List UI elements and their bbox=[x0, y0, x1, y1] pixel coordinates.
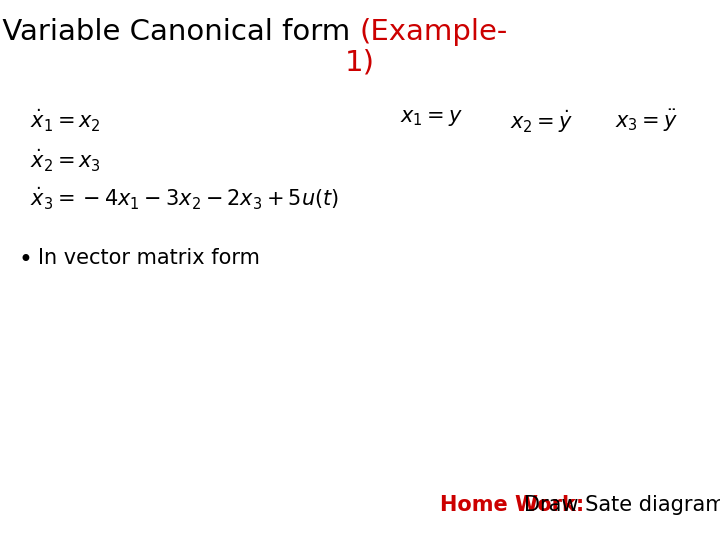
Text: $\dot{x}_2 = x_3$: $\dot{x}_2 = x_3$ bbox=[30, 148, 101, 174]
Text: In vector matrix form: In vector matrix form bbox=[38, 248, 260, 268]
Text: Draw Sate diagram: Draw Sate diagram bbox=[524, 495, 720, 515]
Text: $\dot{x}_3 = -4x_1 - 3x_2 - 2x_3 + 5u(t)$: $\dot{x}_3 = -4x_1 - 3x_2 - 2x_3 + 5u(t)… bbox=[30, 186, 339, 212]
Text: $x_2 = \dot{y}$: $x_2 = \dot{y}$ bbox=[510, 108, 573, 135]
Text: 1): 1) bbox=[345, 48, 375, 76]
Text: Phase Variable Canonical form: Phase Variable Canonical form bbox=[0, 18, 360, 46]
Text: Home Work:: Home Work: bbox=[440, 495, 592, 515]
Text: $x_1 = y$: $x_1 = y$ bbox=[400, 108, 463, 128]
Text: $x_3 = \ddot{y}$: $x_3 = \ddot{y}$ bbox=[615, 108, 678, 134]
Text: (Example-: (Example- bbox=[360, 18, 508, 46]
Text: $\dot{x}_1 = x_2$: $\dot{x}_1 = x_2$ bbox=[30, 108, 101, 134]
Text: •: • bbox=[18, 248, 32, 272]
